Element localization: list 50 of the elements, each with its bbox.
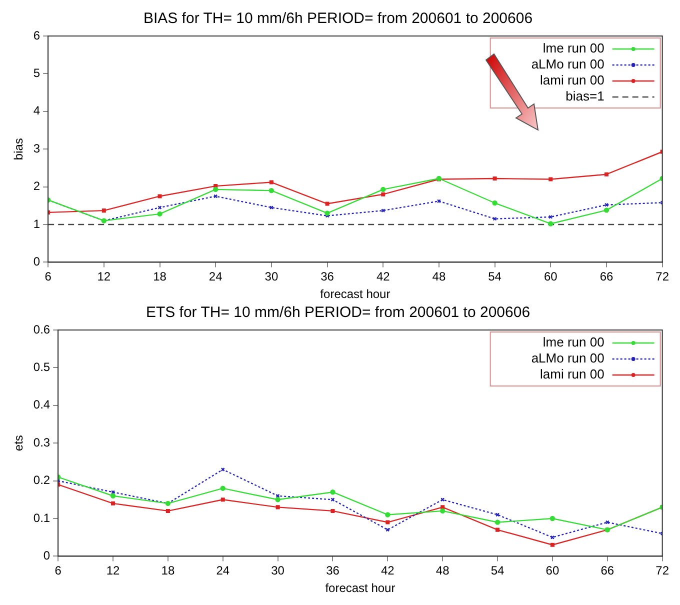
y-axis-title: ets xyxy=(12,435,26,452)
legend-label: lme run 00 xyxy=(542,334,604,350)
y-tick-label: 0.6 xyxy=(33,322,50,336)
legend-label: bias=1 xyxy=(566,88,604,104)
x-tick-label: 60 xyxy=(546,564,560,578)
x-tick-label: 12 xyxy=(106,564,120,578)
legend-label: aLMo run 00 xyxy=(531,56,604,72)
x-tick-label: 30 xyxy=(264,270,278,284)
x-tick-label: 48 xyxy=(432,270,446,284)
y-tick-label: 5 xyxy=(33,66,40,80)
x-tick-label: 54 xyxy=(490,564,505,578)
y-tick-label: 0.5 xyxy=(33,360,50,374)
x-tick-label: 66 xyxy=(600,270,614,284)
x-tick-label: 60 xyxy=(544,270,558,284)
x-tick-label: 54 xyxy=(488,270,502,284)
y-tick-label: 0 xyxy=(33,254,40,269)
x-tick-label: 12 xyxy=(97,270,111,284)
y-axis-title: bias xyxy=(12,138,26,160)
x-tick-label: 18 xyxy=(153,270,167,284)
legend-label: lami run 00 xyxy=(540,366,604,382)
y-tick-label: 2 xyxy=(33,179,40,194)
y-tick-label: 1 xyxy=(33,216,40,231)
x-axis-title: forecast hour xyxy=(325,581,396,596)
y-tick-label: 6 xyxy=(33,28,40,42)
legend-label: lme run 00 xyxy=(542,40,604,56)
x-tick-label: 42 xyxy=(376,270,390,284)
x-tick-label: 72 xyxy=(656,270,670,284)
x-tick-label: 24 xyxy=(216,564,230,578)
chart-title: ETS for TH= 10 mm/6h PERIOD= from 200601 to 200606 xyxy=(146,304,530,322)
y-tick-label: 4 xyxy=(33,104,40,118)
x-tick-label: 42 xyxy=(380,564,395,578)
x-tick-label: 6 xyxy=(54,564,62,578)
y-tick-label: 0.1 xyxy=(33,510,50,525)
x-tick-label: 48 xyxy=(436,564,450,578)
x-axis-title: forecast hour xyxy=(320,287,390,302)
legend-label: lami run 00 xyxy=(540,72,604,88)
y-tick-label: 0.4 xyxy=(33,398,50,412)
x-tick-label: 30 xyxy=(271,564,285,578)
chart-title: BIAS for TH= 10 mm/6h PERIOD= from 200601 to 200606 xyxy=(143,10,533,28)
y-tick-label: 0.3 xyxy=(33,435,50,450)
legend-label: aLMo run 00 xyxy=(531,350,604,366)
x-tick-label: 36 xyxy=(320,270,334,284)
x-tick-label: 72 xyxy=(656,564,670,578)
x-tick-label: 18 xyxy=(161,564,175,578)
x-tick-label: 66 xyxy=(600,564,614,578)
y-tick-label: 0.2 xyxy=(33,473,50,488)
y-tick-label: 0 xyxy=(43,548,50,563)
x-tick-label: 24 xyxy=(208,270,223,284)
y-tick-label: 3 xyxy=(33,141,40,156)
x-tick-label: 36 xyxy=(326,564,340,578)
